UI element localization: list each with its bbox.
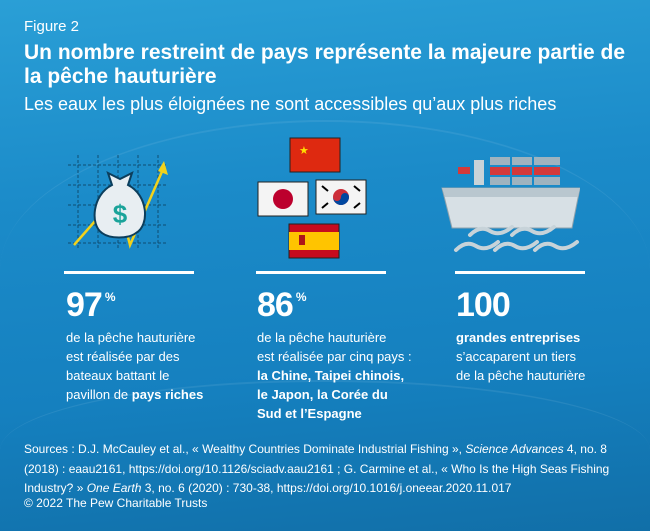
divider xyxy=(64,271,194,274)
stat-value-100: 100 xyxy=(456,286,511,324)
flag-china-icon: ★ xyxy=(289,137,341,173)
flags-icon: ★ xyxy=(257,137,367,259)
svg-text:$: $ xyxy=(113,199,128,229)
stat-value-97: 97% xyxy=(66,286,116,324)
stat-description-3: grandes entreprises s’accaparent un tier… xyxy=(456,330,586,383)
subtitle: Les eaux les plus éloignées ne sont acce… xyxy=(24,94,557,114)
figure-label: Figure 2 xyxy=(24,18,80,35)
flag-south-korea-icon xyxy=(315,179,367,215)
stat-description-1: de la pêche hauturière est réalisée par d… xyxy=(66,330,204,402)
flag-japan-icon xyxy=(257,181,309,217)
divider xyxy=(455,271,585,274)
money-bag-chart-icon: $ xyxy=(68,155,168,250)
copyright: © 2022 The Pew Charitable Trusts xyxy=(24,496,208,510)
stat-description-2: de la pêche hauturière est réalisée par c… xyxy=(257,330,412,421)
stat-value-86: 86% xyxy=(257,286,307,324)
sources: Sources : D.J. McCauley et al., « Wealth… xyxy=(24,442,610,495)
wave-texture xyxy=(0,120,650,420)
flag-spain-icon xyxy=(288,223,340,259)
divider xyxy=(256,271,386,274)
wave-texture xyxy=(0,380,650,520)
svg-text:★: ★ xyxy=(299,145,309,157)
page-title: Un nombre restreint de pays représente l… xyxy=(24,41,626,88)
cargo-ship-icon xyxy=(441,157,580,252)
